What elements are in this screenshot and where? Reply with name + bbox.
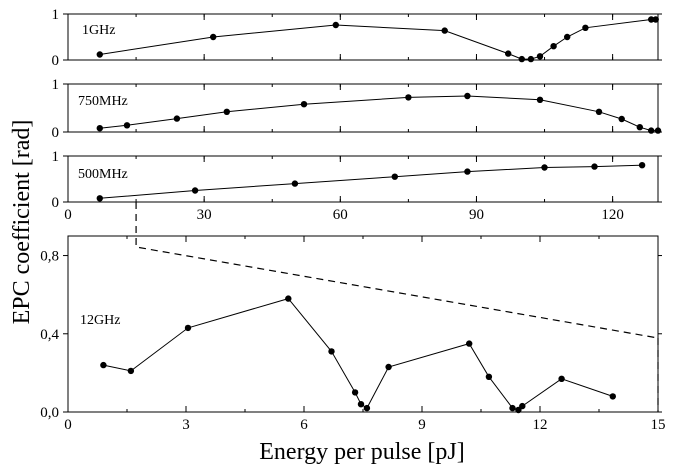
panel-label-12ghz: 12GHz xyxy=(80,313,120,328)
data-point-12ghz xyxy=(485,373,493,380)
series-line-500mhz xyxy=(99,164,643,199)
data-point-1ghz xyxy=(96,51,104,58)
data-point-1ghz xyxy=(527,55,535,63)
data-point-750mhz xyxy=(300,101,308,108)
series-lines xyxy=(99,19,658,411)
data-point-1ghz xyxy=(505,50,512,57)
data-point-12ghz xyxy=(385,363,392,371)
data-point-1ghz xyxy=(582,24,589,31)
panel-label-500mhz: 500MHz xyxy=(78,167,128,182)
data-point-12ghz xyxy=(127,367,135,375)
data-point-750mhz xyxy=(595,108,603,116)
x-tick-label-500mhz: 0 xyxy=(64,207,72,223)
data-point-750mhz xyxy=(654,127,662,134)
data-point-750mhz xyxy=(536,96,544,104)
panel-label-750mhz: 750MHz xyxy=(78,94,128,109)
data-point-12ghz xyxy=(609,393,616,400)
data-point-500mhz xyxy=(96,195,104,202)
x-tick-label-12ghz: 9 xyxy=(418,417,426,433)
data-point-500mhz xyxy=(638,162,646,169)
data-point-12ghz xyxy=(285,295,292,302)
chart-text: 1GHz 750MHz 500MHz 12GHz EPC coefficient… xyxy=(9,7,666,465)
series-line-750mhz xyxy=(99,95,658,132)
data-point-750mhz xyxy=(96,125,104,132)
y-tick-label-12ghz: 0,4 xyxy=(40,327,59,343)
data-point-12ghz xyxy=(466,340,473,347)
data-point-12ghz xyxy=(509,404,516,412)
x-tick-label-12ghz: 3 xyxy=(182,417,190,433)
x-axis-title: Energy per pulse [pJ] xyxy=(259,439,465,465)
data-point-750mhz xyxy=(405,94,412,101)
x-tick-label-12ghz: 12 xyxy=(533,417,548,433)
y-axis-title: EPC coefficient [rad] xyxy=(9,120,35,325)
x-tick-label-500mhz: 60 xyxy=(333,207,348,223)
series-line-1ghz xyxy=(99,19,656,60)
data-point-1ghz xyxy=(210,33,217,41)
data-point-500mhz xyxy=(591,163,598,170)
x-tick-label-12ghz: 6 xyxy=(300,417,308,433)
axes-frame-12ghz xyxy=(67,235,659,413)
y-tick-label-1ghz: 1 xyxy=(52,7,60,23)
data-point-12ghz xyxy=(519,402,526,410)
data-point-750mhz xyxy=(618,115,625,123)
data-point-750mhz xyxy=(636,124,643,131)
zoom-indicator xyxy=(135,202,659,412)
data-point-1ghz xyxy=(652,16,659,23)
data-point-1ghz xyxy=(550,43,557,50)
x-tick-label-500mhz: 120 xyxy=(601,207,624,223)
data-point-1ghz xyxy=(536,53,544,60)
data-point-12ghz xyxy=(184,324,192,332)
data-point-500mhz xyxy=(464,168,471,175)
data-point-1ghz xyxy=(564,33,571,41)
y-tick-label-12ghz: 0,0 xyxy=(40,405,59,421)
data-point-12ghz xyxy=(100,361,107,369)
axis-ticks xyxy=(63,13,662,413)
data-point-1ghz xyxy=(332,21,339,29)
data-point-12ghz xyxy=(351,389,359,396)
y-tick-label-500mhz: 0 xyxy=(52,195,60,211)
data-point-12ghz xyxy=(515,406,522,414)
data-point-750mhz xyxy=(464,92,471,100)
data-point-1ghz xyxy=(441,27,448,34)
data-point-750mhz xyxy=(123,122,131,129)
axes-frame-500mhz xyxy=(67,155,659,203)
x-tick-label-500mhz: 90 xyxy=(469,207,484,223)
data-point-500mhz xyxy=(291,180,299,187)
data-point-1ghz xyxy=(518,55,525,63)
data-point-12ghz xyxy=(558,375,565,382)
data-point-12ghz xyxy=(328,348,335,355)
data-point-750mhz xyxy=(173,115,181,122)
axes-frame-750mhz xyxy=(67,83,659,133)
y-tick-label-750mhz: 1 xyxy=(52,77,60,93)
zoom-dashed-line xyxy=(135,202,659,339)
data-points xyxy=(96,16,662,414)
panel-label-1ghz: 1GHz xyxy=(82,23,115,38)
data-point-1ghz xyxy=(648,16,655,23)
data-point-12ghz xyxy=(363,404,371,412)
x-tick-label-500mhz: 30 xyxy=(197,207,212,223)
x-tick-label-12ghz: 15 xyxy=(651,417,666,433)
axes-frame-1ghz xyxy=(67,13,659,61)
axes-frames xyxy=(67,13,659,413)
y-tick-label-750mhz: 0 xyxy=(52,125,60,141)
data-point-500mhz xyxy=(541,164,548,171)
data-point-500mhz xyxy=(191,187,199,194)
data-point-500mhz xyxy=(391,173,398,180)
y-tick-label-12ghz: 0,8 xyxy=(40,249,59,265)
y-tick-label-500mhz: 1 xyxy=(52,149,60,165)
data-point-750mhz xyxy=(648,127,655,134)
data-point-12ghz xyxy=(357,401,365,408)
y-tick-label-1ghz: 0 xyxy=(52,53,60,69)
data-point-750mhz xyxy=(223,108,230,116)
x-tick-label-12ghz: 0 xyxy=(64,417,72,433)
